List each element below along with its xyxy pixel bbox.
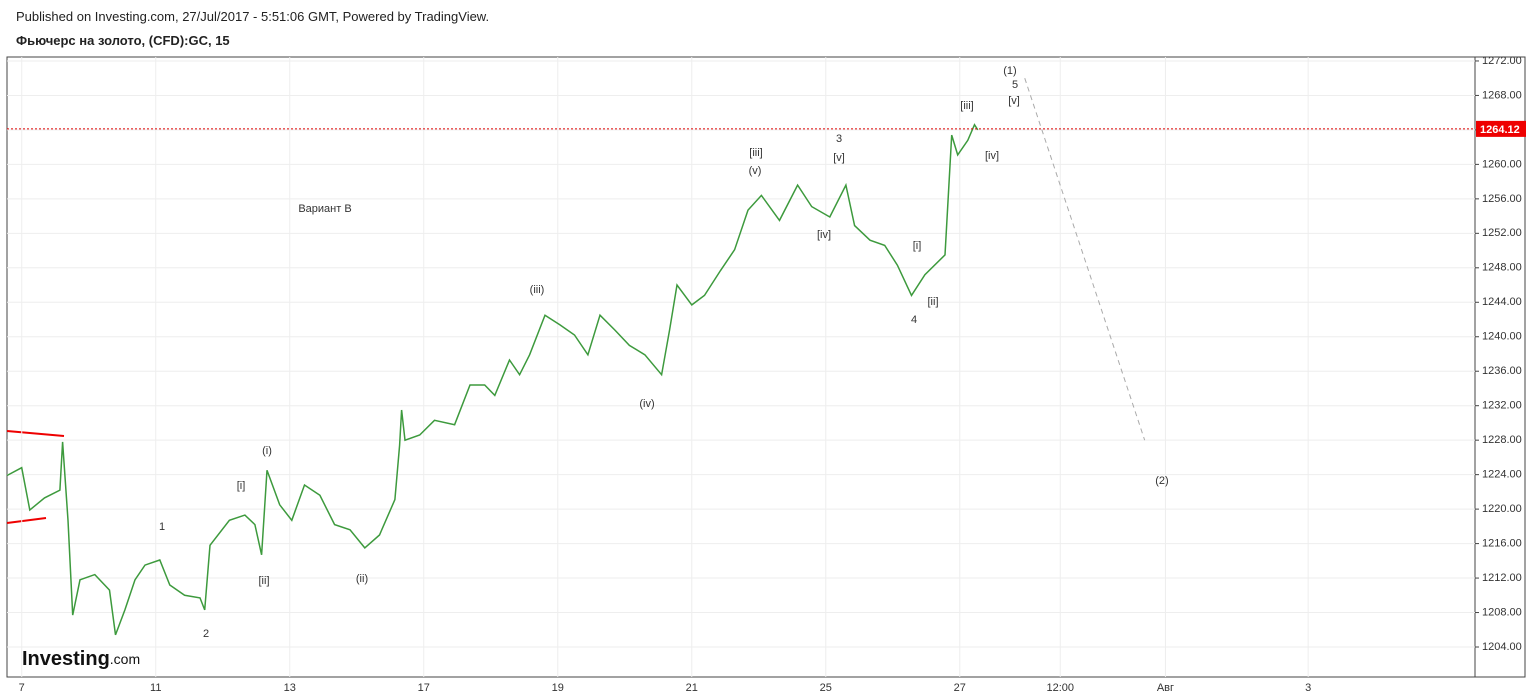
y-tick-label: 1244.00 bbox=[1482, 296, 1522, 308]
x-tick-label: 3 bbox=[1305, 682, 1311, 694]
wave-label: (iv) bbox=[639, 398, 654, 410]
x-tick-label: 21 bbox=[686, 682, 698, 694]
chart-title: Фьючерс на золото, (CFD):GC, 15 bbox=[16, 33, 230, 48]
last-price-box bbox=[1476, 120, 1526, 137]
y-tick-label: 1216.00 bbox=[1482, 537, 1522, 549]
y-tick-label: 1240.00 bbox=[1482, 331, 1522, 343]
y-tick-label: 1260.00 bbox=[1482, 158, 1522, 170]
x-tick-label: 17 bbox=[418, 682, 430, 694]
y-tick-label: 1268.00 bbox=[1482, 89, 1522, 101]
x-tick-label: 11 bbox=[150, 682, 161, 694]
wave-label: (ii) bbox=[356, 573, 368, 585]
wave-label: [iii] bbox=[749, 147, 762, 159]
projection-line bbox=[1024, 78, 1146, 441]
trendline bbox=[6, 430, 65, 437]
wave-label: [v] bbox=[1008, 95, 1020, 107]
x-tick-label: 25 bbox=[820, 682, 832, 694]
x-tick-label: Авг bbox=[1157, 682, 1174, 694]
logo: Investing.com bbox=[22, 648, 140, 670]
wave-label: [ii] bbox=[928, 296, 939, 308]
y-tick-label: 1224.00 bbox=[1482, 469, 1522, 481]
y-tick-label: 1208.00 bbox=[1482, 606, 1522, 618]
wave-label: (i) bbox=[262, 445, 272, 457]
y-tick-label: 1228.00 bbox=[1482, 434, 1522, 446]
wave-label: [v] bbox=[833, 152, 845, 164]
wave-label: [i] bbox=[913, 240, 922, 252]
y-tick-label: 1212.00 bbox=[1482, 572, 1522, 584]
x-tick-label: 19 bbox=[552, 682, 564, 694]
wave-label: Вариант B bbox=[298, 203, 351, 215]
published: Published on Investing.com, 27/Jul/2017 … bbox=[16, 9, 490, 24]
y-tick-label: 1204.00 bbox=[1482, 641, 1522, 653]
wave-label: [iv] bbox=[817, 229, 831, 241]
wave-label: 1 bbox=[159, 521, 165, 533]
wave-label: [iv] bbox=[985, 150, 999, 162]
x-tick-label: 13 bbox=[284, 682, 296, 694]
frame bbox=[6, 56, 1526, 678]
wave-label: [iii] bbox=[960, 100, 973, 112]
y-tick-label: 1252.00 bbox=[1482, 227, 1522, 239]
wave-label: 5 bbox=[1012, 79, 1018, 91]
wave-label: [ii] bbox=[259, 575, 270, 587]
y-tick-label: 1220.00 bbox=[1482, 503, 1522, 515]
y-tick-label: 1248.00 bbox=[1482, 262, 1522, 274]
x-tick-label: 27 bbox=[954, 682, 966, 694]
x-tick-label: 12:00 bbox=[1046, 682, 1074, 694]
y-tick-label: 1232.00 bbox=[1482, 400, 1522, 412]
y-tick-label: 1272.00 bbox=[1482, 55, 1522, 67]
wave-label: (iii) bbox=[530, 284, 545, 296]
wave-label: 3 bbox=[836, 133, 842, 145]
price-line bbox=[6, 123, 979, 636]
x-tick-label: 7 bbox=[19, 682, 25, 694]
wave-label: 4 bbox=[911, 314, 917, 326]
wave-label: (2) bbox=[1155, 475, 1168, 487]
wave-label: 2 bbox=[203, 628, 209, 640]
wave-label: [i] bbox=[237, 480, 246, 492]
wave-label: (1) bbox=[1003, 65, 1016, 77]
trendline bbox=[6, 517, 47, 524]
wave-label: (v) bbox=[749, 165, 762, 177]
last-price-label: 1264.12 bbox=[1480, 124, 1520, 136]
y-tick-label: 1256.00 bbox=[1482, 193, 1522, 205]
y-tick-label: 1236.00 bbox=[1482, 365, 1522, 377]
